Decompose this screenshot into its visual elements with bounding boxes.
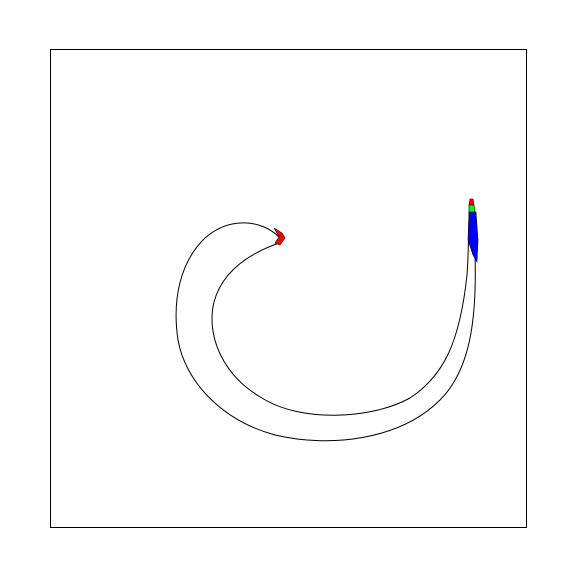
- plot-frame: [50, 49, 527, 528]
- red-patch-right-tip: [468, 198, 475, 206]
- green-patch-right-tip: [468, 204, 476, 213]
- spiral-band: [175, 199, 476, 442]
- red-patch-left-tip: [273, 227, 286, 246]
- blue-patch-right-tip: [467, 211, 479, 264]
